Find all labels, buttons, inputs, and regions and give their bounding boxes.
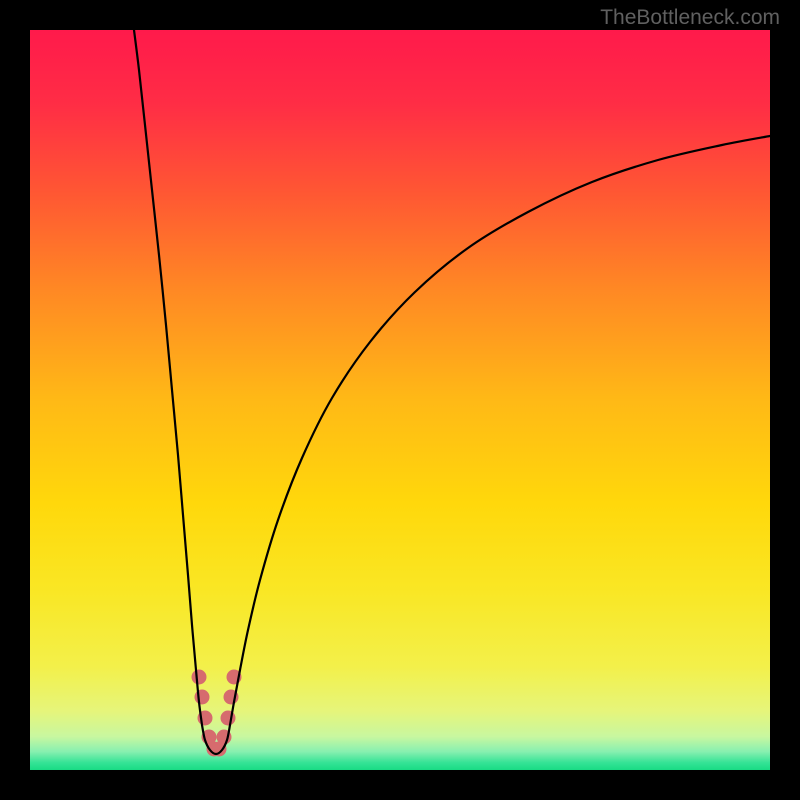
trough-marker-dot [195,690,210,705]
trough-marker-dot [221,711,236,726]
right-curve [230,136,770,725]
chart-frame: TheBottleneck.com [0,0,800,800]
left-curve [134,30,202,725]
watermark-text: TheBottleneck.com [600,6,780,30]
curve-layer [30,30,770,770]
plot-area [30,30,770,770]
trough-marker-dot [192,670,207,685]
trough-markers [192,670,242,757]
